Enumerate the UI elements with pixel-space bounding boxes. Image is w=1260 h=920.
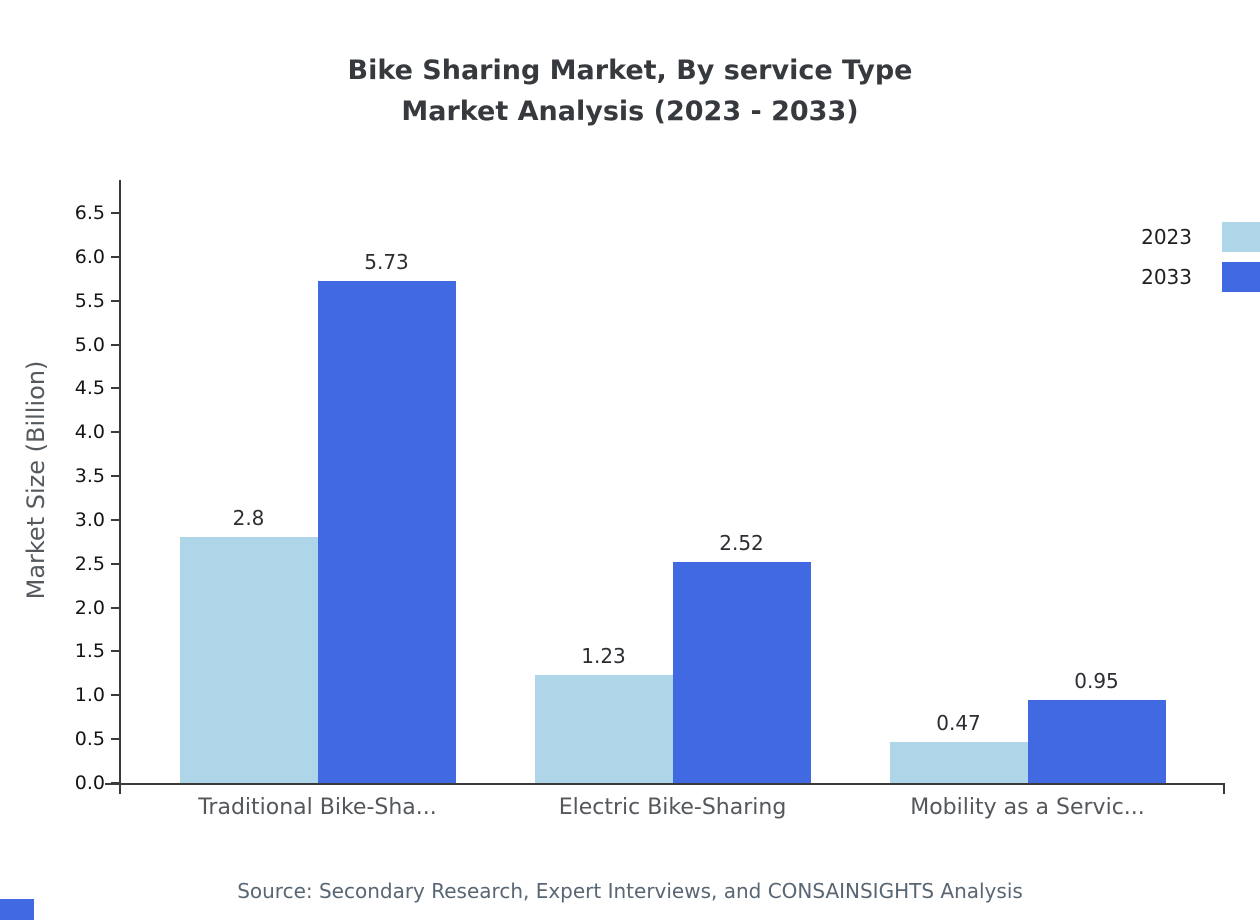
bar-2023 xyxy=(889,741,1028,783)
legend-item-2033: 2033 xyxy=(1141,262,1260,292)
y-tick-mark xyxy=(111,738,120,741)
bar-value-label: 2.8 xyxy=(232,506,265,531)
y-tick-mark xyxy=(111,782,120,784)
chart-title-line1: Bike Sharing Market, By service Type xyxy=(347,55,913,86)
y-tick-label: 2.0 xyxy=(74,596,105,619)
y-tick-label: 1.5 xyxy=(74,640,105,663)
y-tick-label: 6.5 xyxy=(74,202,105,224)
bar-2033 xyxy=(317,280,456,783)
y-tick-label: 0.5 xyxy=(74,728,105,751)
y-tick-mark xyxy=(111,343,120,346)
y-tick-label: 4.0 xyxy=(74,421,105,444)
bar-value-label: 0.47 xyxy=(936,710,981,735)
legend-label: 2023 xyxy=(1141,225,1192,249)
y-tick-mark xyxy=(111,650,120,653)
bar-value-label: 1.23 xyxy=(581,644,626,669)
y-tick-mark xyxy=(111,431,120,434)
bar-2033 xyxy=(672,562,811,783)
x-axis-line xyxy=(105,783,1225,785)
chart-title: Bike Sharing Market, By service Type Mar… xyxy=(0,50,1260,132)
bar-2033 xyxy=(1027,699,1166,783)
y-tick-label: 6.0 xyxy=(74,245,105,268)
y-tick-label: 5.5 xyxy=(74,289,105,312)
y-tick-label: 5.0 xyxy=(74,333,105,356)
bar-value-label: 5.73 xyxy=(364,249,409,274)
legend: 2023 2033 xyxy=(1141,222,1260,302)
y-tick-mark xyxy=(111,562,120,565)
bar-2023 xyxy=(179,537,318,783)
x-category-label: Traditional Bike-Sha... xyxy=(198,795,437,820)
y-tick-mark xyxy=(111,387,120,390)
chart-title-line2: Market Analysis (2023 - 2033) xyxy=(401,96,859,127)
y-tick-label: 4.5 xyxy=(74,377,105,400)
y-tick-mark xyxy=(111,212,120,214)
legend-item-2023: 2023 xyxy=(1141,222,1260,252)
legend-swatch xyxy=(1222,262,1260,292)
y-tick-mark xyxy=(111,475,120,478)
y-tick-label: 3.0 xyxy=(74,508,105,531)
y-tick-mark xyxy=(111,299,120,302)
x-category-label: Mobility as a Servic... xyxy=(910,795,1145,820)
y-tick-mark xyxy=(111,518,120,521)
bar-value-label: 2.52 xyxy=(719,531,764,555)
x-category-label: Electric Bike-Sharing xyxy=(558,795,787,820)
legend-label: 2033 xyxy=(1141,265,1192,289)
y-tick-mark xyxy=(111,606,120,609)
y-tick-label: 3.5 xyxy=(74,465,105,488)
y-tick-mark xyxy=(111,694,120,697)
source-text: Source: Secondary Research, Expert Inter… xyxy=(237,879,1023,903)
y-tick-label: 1.0 xyxy=(74,684,105,707)
legend-swatch xyxy=(1222,222,1260,252)
y-tick-label: 2.5 xyxy=(74,552,105,575)
corner-accent xyxy=(0,899,34,920)
y-tick-mark xyxy=(111,255,120,258)
y-axis-line xyxy=(119,180,121,794)
bar-2023 xyxy=(534,675,673,783)
x-axis-end-tick xyxy=(1223,783,1225,794)
y-tick-label: 0.0 xyxy=(74,772,105,794)
bar-value-label: 0.95 xyxy=(1074,668,1119,693)
